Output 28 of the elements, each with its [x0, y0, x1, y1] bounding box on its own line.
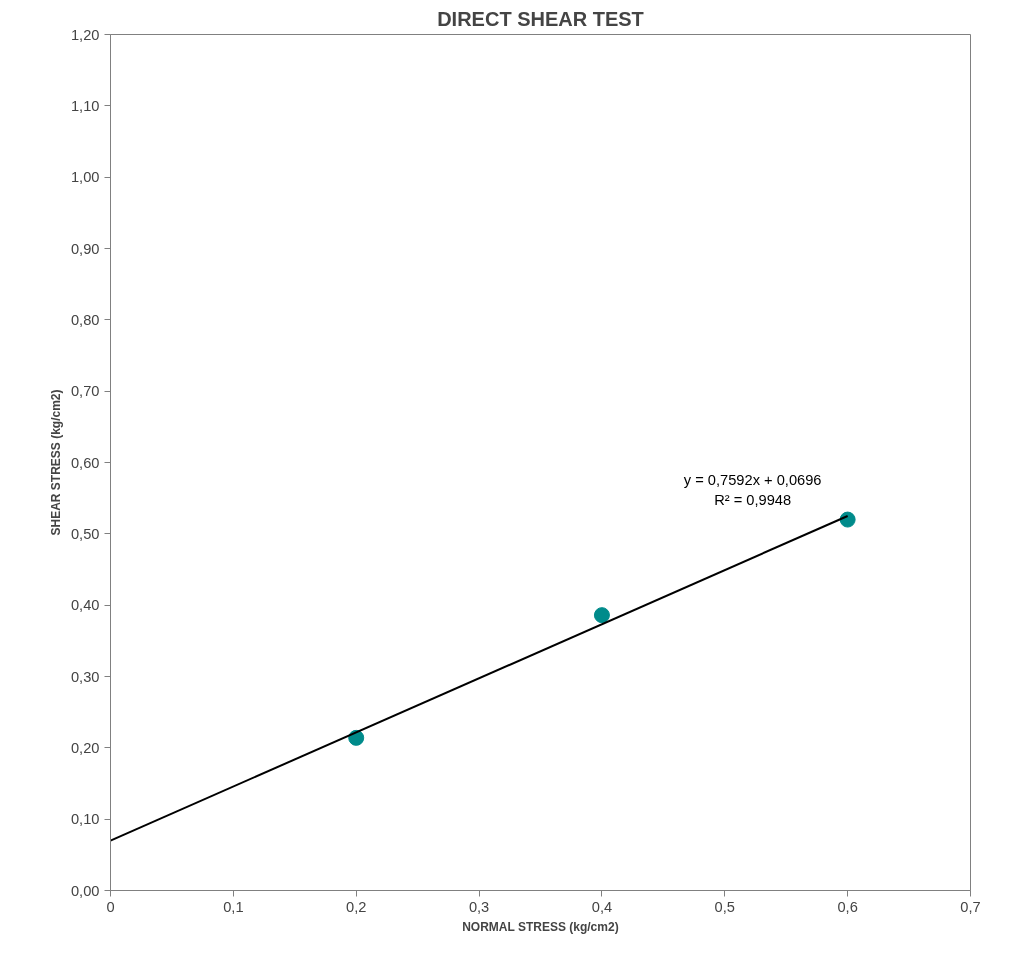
- y-tick-label: 0,40: [70, 597, 100, 614]
- x-axis-title: NORMAL STRESS (kg/cm2): [462, 919, 619, 934]
- x-tick-label: 0: [106, 898, 115, 915]
- x-tick-label: 0,5: [714, 898, 735, 915]
- x-tick-label: 0,3: [468, 898, 490, 915]
- y-tick-label: 0,80: [70, 311, 100, 328]
- x-tick-label: 0,6: [837, 898, 858, 915]
- y-tick-label: 0,90: [70, 240, 100, 257]
- point: [593, 607, 610, 624]
- y-axis-title: SHEAR STRESS (kg/cm2): [48, 389, 63, 536]
- y-tick-label: 1,00: [70, 169, 100, 186]
- annotation: R² = 0,9948: [714, 492, 792, 508]
- x-tick-label: 0,1: [223, 898, 244, 915]
- x-tick-label: 0,4: [591, 898, 613, 915]
- y-tick-label: 0,00: [70, 882, 100, 899]
- chart-title: DIRECT SHEAR TEST: [437, 7, 644, 30]
- y-tick-label: 0,20: [70, 739, 100, 756]
- x-tick-label: 0,2: [346, 898, 367, 915]
- y-tick-label: 1,10: [70, 97, 100, 114]
- point: [839, 511, 856, 528]
- y-tick-label: 0,10: [70, 811, 100, 828]
- y-tick-label: 0,70: [70, 383, 100, 400]
- y-tick-label: 0,30: [70, 668, 100, 685]
- y-tick-label: 1,20: [70, 26, 100, 43]
- annotation: y = 0,7592x + 0,0696: [683, 472, 822, 488]
- y-tick-label: 0,60: [70, 454, 100, 471]
- y-tick-label: 0,50: [70, 525, 100, 542]
- x-tick-label: 0,7: [960, 898, 981, 915]
